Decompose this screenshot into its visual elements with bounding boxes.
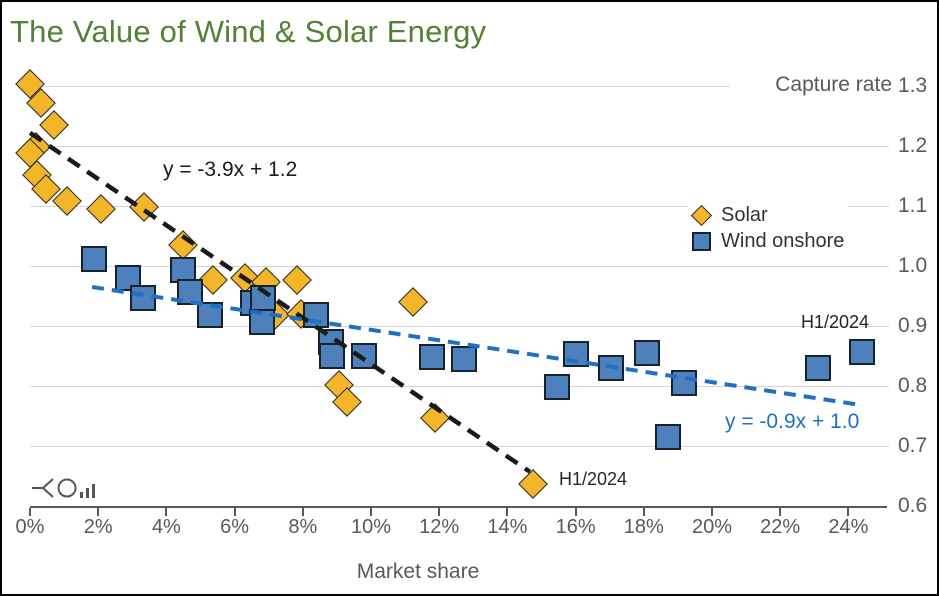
x-tick-mark [29,508,31,516]
wind-point [450,346,477,372]
x-tick-mark [847,508,850,516]
gridline [30,265,889,267]
x-axis-line [30,506,887,508]
legend-label-wind: Wind onshore [721,229,845,252]
solar-point [419,402,450,433]
x-tick-label: 6% [220,516,250,538]
solar-point [129,192,159,223]
x-tick-label: 20% [691,516,733,538]
y-tick-label: 0.8 [898,373,938,399]
wind-point [249,284,276,311]
y-tick-label: 0.9 [898,313,938,339]
x-tick-label: 24% [828,516,869,538]
wind-point [598,355,625,381]
gridline [30,85,889,87]
y-axis-title: Capture rate [730,73,892,97]
wind-point [670,370,697,396]
x-tick-label: 2% [83,516,113,538]
x-tick-mark [574,508,577,516]
x-tick-mark [301,508,304,516]
x-axis-title: Market share [356,560,480,583]
wind-point [197,302,224,329]
wind-point [543,374,570,401]
x-tick-label: 4% [151,516,181,538]
legend-item-wind: Wind onshore [692,228,844,254]
x-tick-mark [506,508,509,516]
wind-point [804,355,831,381]
solar-point [282,264,312,295]
gridline [30,145,889,147]
gridline [30,325,889,327]
x-tick-label: 10% [350,516,392,538]
solar-point [86,194,116,224]
solar-diamond-icon [690,204,716,226]
x-tick-label: 22% [760,516,801,538]
wind-point [634,340,661,366]
x-tick-mark [438,508,441,516]
y-tick-label: 1.3 [898,73,938,99]
wind-trendline-equation: y = -0.9x + 1.0 [725,410,860,433]
x-tick-label: 8% [288,516,318,538]
legend-label-solar: Solar [721,203,768,226]
x-tick-mark [779,508,782,516]
x-tick-label: 0% [15,516,45,538]
x-tick-mark [642,508,645,516]
solar-point [167,230,198,260]
x-tick-label: 16% [555,516,596,538]
wind-point [248,308,275,335]
x-tick-mark [711,508,713,516]
y-tick-label: 1.0 [898,253,938,279]
wind-point [849,338,876,365]
y-tick-label: 1.2 [898,133,938,159]
gridline [30,445,889,447]
solar-trendline-equation: y = -3.9x + 1.2 [163,158,298,181]
y-tick-label: 0.7 [898,433,938,459]
x-tick-mark [97,508,100,516]
x-tick-label: 12% [419,516,460,538]
x-tick-mark [165,508,168,516]
wind-point [654,424,681,450]
wind-h1-2024-annotation: H1/2024 [801,312,870,332]
wind-point [130,284,157,311]
wind-point [562,341,589,368]
x-tick-label: 14% [487,516,528,538]
legend: Solar Wind onshore [688,200,849,256]
y-tick-label: 0.6 [898,493,938,519]
wind-point [319,343,346,369]
x-tick-mark [233,508,236,516]
wind-point [81,245,108,272]
legend-item-solar: Solar [690,202,844,228]
wind-point [303,302,330,329]
wind-point [351,343,378,369]
solar-point [398,287,428,317]
solar-point [518,468,548,499]
solar-trendline [28,130,532,474]
chart-title: The Value of Wind & Solar Energy [10,14,487,49]
y-tick-label: 1.1 [898,193,938,219]
solar-h1-2024-annotation: H1/2024 [559,469,628,489]
gridline [30,385,889,387]
x-tick-mark [370,508,372,516]
fork-circle-bars-logo-icon [32,478,95,498]
wind-square-icon [692,231,716,251]
x-tick-label: 18% [623,516,664,538]
wind-point [419,344,446,371]
wind-point [177,278,204,305]
